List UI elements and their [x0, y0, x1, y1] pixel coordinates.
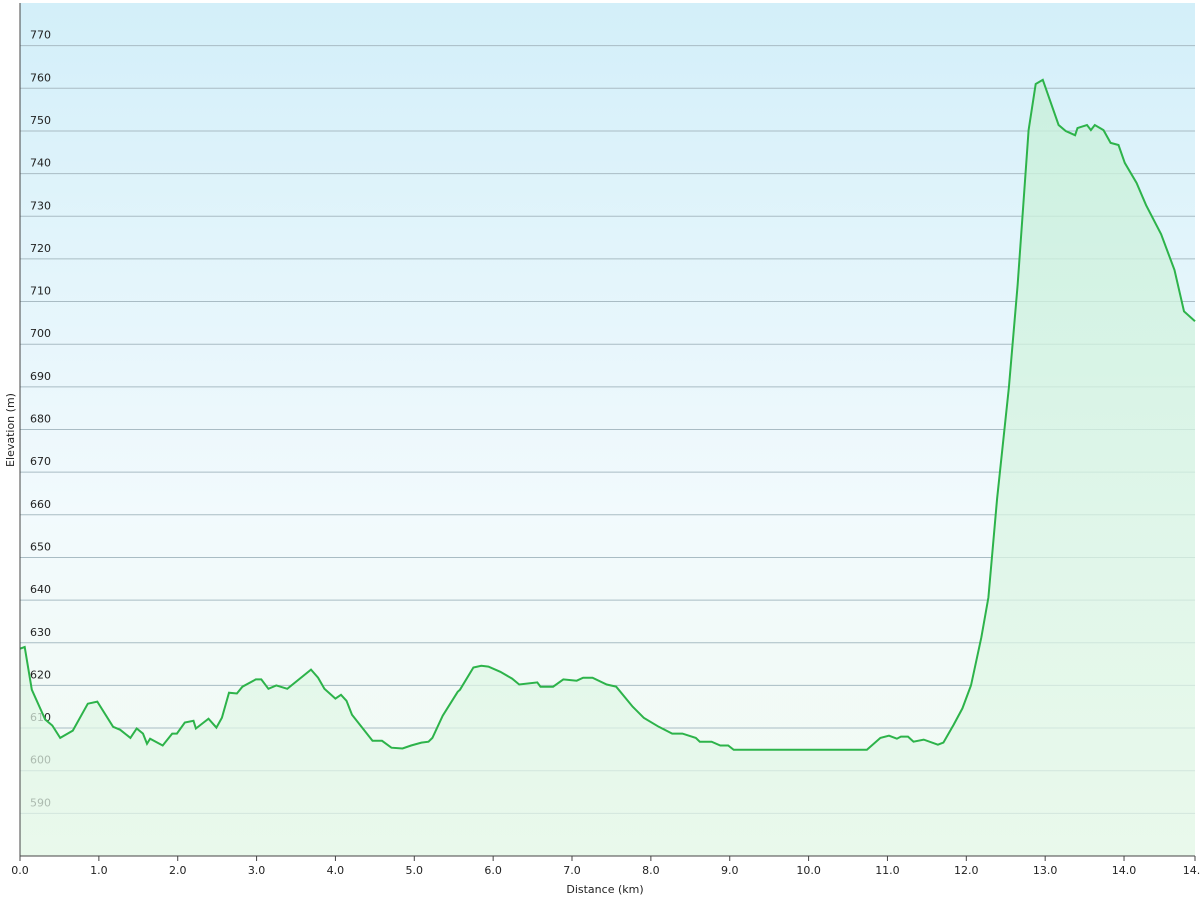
area-fill: [20, 79, 1195, 857]
x-tick-label: 0.0: [11, 864, 29, 877]
y-tick-label: 740: [30, 157, 51, 170]
y-tick-label: 690: [30, 370, 51, 383]
y-tick-label: 770: [30, 29, 51, 42]
y-tick-label: 620: [30, 668, 51, 681]
x-tick-label: 7.0: [563, 864, 581, 877]
x-axis-label: Distance (km): [566, 883, 643, 896]
x-tick-label: 1.0: [90, 864, 108, 877]
x-tick-label: 8.0: [642, 864, 660, 877]
y-tick-label: 630: [30, 626, 51, 639]
y-tick-label: 670: [30, 455, 51, 468]
x-tick-label: 5.0: [406, 864, 424, 877]
x-tick-label: 6.0: [484, 864, 502, 877]
x-tick-label: 12.0: [954, 864, 979, 877]
x-tick-label: 3.0: [248, 864, 266, 877]
x-tick-label: 14.9: [1183, 864, 1200, 877]
x-tick-label: 9.0: [721, 864, 739, 877]
y-tick-label: 730: [30, 199, 51, 212]
y-tick-label: 680: [30, 413, 51, 426]
x-tick-label: 2.0: [169, 864, 187, 877]
y-axis-label: Elevation (m): [4, 393, 17, 467]
y-tick-label: 650: [30, 540, 51, 553]
y-tick-label: 700: [30, 327, 51, 340]
y-tick-label: 750: [30, 114, 51, 127]
x-tick-label: 13.0: [1033, 864, 1058, 877]
x-tick-label: 10.0: [796, 864, 821, 877]
x-tick-label: 11.0: [875, 864, 900, 877]
y-tick-label: 720: [30, 242, 51, 255]
y-tick-label: 710: [30, 285, 51, 298]
x-tick-label: 4.0: [327, 864, 345, 877]
x-tick-label: 14.0: [1112, 864, 1137, 877]
y-tick-label: 660: [30, 498, 51, 511]
y-tick-label: 760: [30, 71, 51, 84]
elevation-line: [19, 78, 1196, 751]
y-tick-label: 640: [30, 583, 51, 596]
